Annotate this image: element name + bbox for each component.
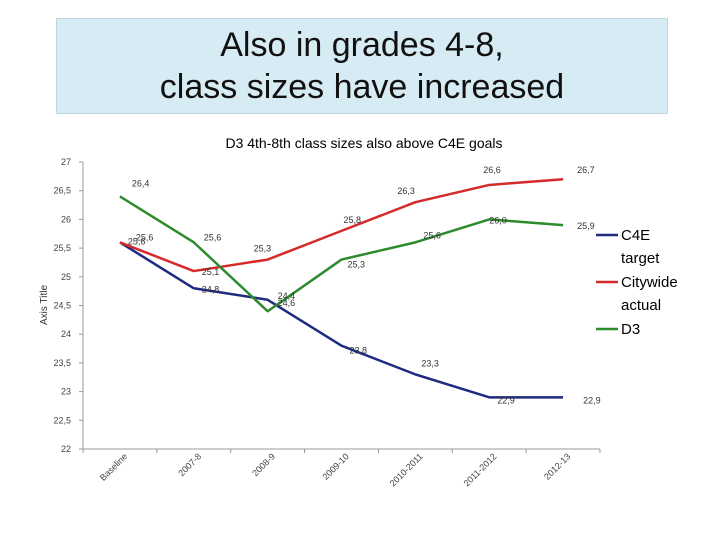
x-tick-label: 2011-2012 — [462, 451, 499, 488]
data-label: 25,1 — [202, 267, 220, 277]
y-tick-label: 24 — [61, 329, 71, 339]
data-label: 25,6 — [423, 230, 441, 240]
y-tick-label: 22 — [61, 444, 71, 454]
slide-title-line-2: class sizes have increased — [159, 68, 565, 106]
data-label: 22,9 — [583, 395, 601, 405]
data-label: 26,0 — [489, 215, 507, 225]
data-label: 25,6 — [204, 232, 222, 242]
data-label: 24,4 — [278, 291, 296, 301]
data-label: 25,6 — [128, 236, 146, 246]
data-label: 25,6 — [136, 232, 154, 242]
data-label: 26,6 — [483, 165, 501, 175]
legend-label: D3 — [621, 321, 640, 338]
y-tick-label: 27 — [61, 157, 71, 167]
data-label: 26,3 — [397, 186, 415, 196]
legend-label: Citywide actual — [621, 274, 678, 314]
data-label: 24,6 — [278, 298, 296, 308]
series-line-d3 — [119, 195, 564, 313]
data-label: 25,9 — [577, 221, 595, 231]
y-tick-label: 23 — [61, 387, 71, 397]
y-axis-title: Axis Title — [39, 285, 50, 325]
y-tick-label: 26 — [61, 214, 71, 224]
x-tick-label: Baseline — [98, 451, 129, 482]
data-label: 25,3 — [348, 260, 366, 270]
chart-title: D3 4th-8th class sizes also above C4E go… — [225, 135, 502, 151]
x-tick-label: 2008-9 — [250, 451, 277, 478]
x-tick-label: 2009-10 — [320, 451, 350, 481]
y-tick-label: 23,5 — [53, 358, 71, 368]
series-line-c4e-target — [119, 241, 564, 399]
data-label: 25,8 — [344, 215, 362, 225]
y-tick-label: 24,5 — [53, 301, 71, 311]
data-label: 24,8 — [202, 284, 220, 294]
data-label: 23,8 — [350, 346, 368, 356]
data-label: 22,9 — [497, 395, 515, 405]
data-label: 23,3 — [421, 358, 439, 368]
legend-label: C4E target — [621, 227, 660, 267]
data-label: 26,4 — [132, 178, 150, 188]
slide-title-line-1: Also in grades 4-8, — [220, 26, 504, 64]
series-line-citywide-actual — [119, 177, 564, 273]
data-label: 26,7 — [577, 165, 595, 175]
x-tick-label: 2010-2011 — [388, 451, 425, 488]
x-tick-label: 2007-8 — [176, 451, 203, 478]
y-tick-label: 25 — [61, 272, 71, 282]
slide-title-box: Also in grades 4-8, class sizes have inc… — [56, 18, 668, 114]
y-tick-label: 22,5 — [53, 415, 71, 425]
y-tick-label: 26,5 — [53, 186, 71, 196]
y-tick-label: 25,5 — [53, 243, 71, 253]
x-tick-label: 2012-13 — [542, 451, 572, 481]
data-label: 25,3 — [254, 244, 272, 254]
